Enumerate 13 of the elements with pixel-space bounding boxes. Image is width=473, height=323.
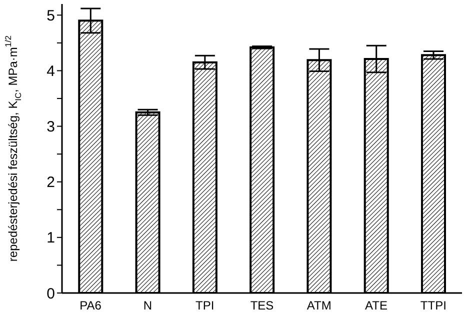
y-tick-label: 4 — [46, 63, 55, 80]
x-tick-label: N — [143, 298, 152, 313]
x-tick-label: TPI — [196, 298, 214, 313]
x-tick-label: PA6 — [80, 298, 102, 313]
x-tick-label: ATM — [306, 298, 332, 313]
y-tick-label: 3 — [46, 118, 55, 136]
x-tick-label: TES — [250, 298, 274, 313]
y-tick-label: 1 — [46, 230, 55, 247]
y-tick-label: 2 — [46, 174, 55, 192]
y-tick-label: 5 — [46, 7, 55, 24]
x-tick-label: ATE — [365, 298, 388, 313]
x-tick-label: TTPI — [420, 298, 446, 313]
y-tick-label: 0 — [46, 285, 55, 302]
